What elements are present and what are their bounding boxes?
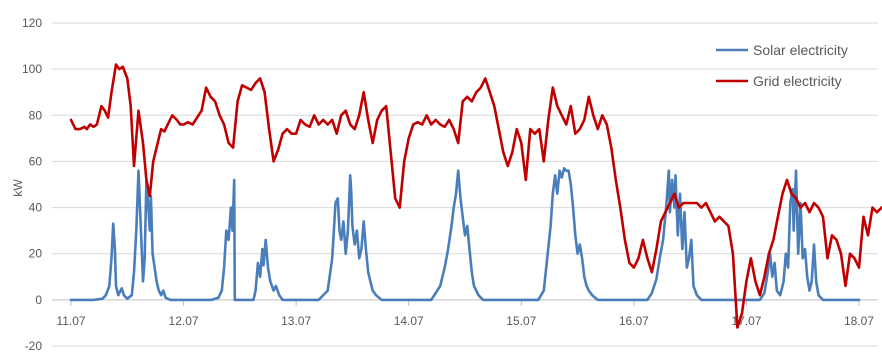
- y-tick-label: 120: [22, 16, 42, 30]
- x-axis-ticks: 11.07 12.07 13.07 14.07 15.07 16.07 17.07 18.07: [56, 299, 874, 328]
- series-lines: [69, 63, 882, 329]
- y-tick-label: 100: [22, 62, 42, 76]
- y-axis-ticks: -20 0 20 40 60 80 100 120: [22, 16, 42, 352]
- y-tick-label: 60: [29, 154, 43, 168]
- legend: Solar electricity Grid electricity: [716, 42, 848, 89]
- x-tick-label: 15.07: [506, 314, 536, 328]
- x-tick-label: 14.07: [394, 314, 424, 328]
- legend-label: Solar electricity: [753, 42, 848, 58]
- series-line-solar: [69, 167, 861, 302]
- y-tick-label: 20: [29, 247, 43, 261]
- x-tick-label: 11.07: [56, 314, 85, 328]
- x-tick-label: 18.07: [844, 314, 874, 328]
- x-tick-label: 12.07: [169, 314, 199, 328]
- series-line-grid: [69, 63, 882, 329]
- legend-label: Grid electricity: [753, 73, 842, 89]
- y-axis-label: kW: [11, 179, 25, 197]
- y-tick-label: 0: [35, 293, 42, 307]
- x-tick-label: 13.07: [281, 314, 311, 328]
- gridlines: [52, 22, 878, 347]
- x-tick-label: 16.07: [619, 314, 649, 328]
- y-tick-label: 40: [29, 201, 43, 215]
- y-tick-label: -20: [25, 339, 43, 352]
- y-tick-label: 80: [29, 108, 43, 122]
